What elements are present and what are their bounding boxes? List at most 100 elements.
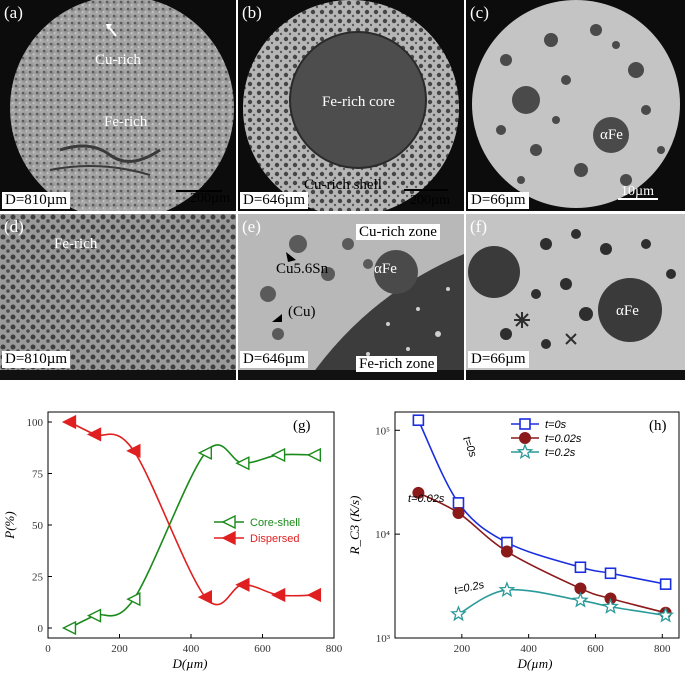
- data-point: [412, 486, 425, 499]
- y-tick-label: 0: [38, 623, 44, 635]
- data-point: [271, 447, 286, 463]
- data-point: [235, 577, 250, 592]
- data-point: [452, 497, 465, 509]
- panel-tag: (f): [470, 217, 487, 236]
- label-alpha-fe: αFe: [616, 303, 639, 319]
- y-axis-label: P(%): [2, 511, 17, 539]
- data-point: [498, 581, 516, 598]
- chart-h: (h) 200 400 600 800 10³ 10⁴ 10⁵ t=0s t=0.02s t=0…: [343, 398, 685, 677]
- data-point: [657, 606, 675, 623]
- data-point: [126, 443, 141, 458]
- label-cu-rich-zone: Cu-rich zone: [356, 224, 440, 240]
- panel-tag: (c): [470, 3, 489, 22]
- label-alpha-fe: αFe: [600, 127, 623, 143]
- x-tick-label: 200: [111, 643, 128, 655]
- legend-label: t=0.2s: [545, 447, 576, 459]
- data-point: [500, 545, 513, 558]
- series-line-2: [458, 588, 666, 617]
- scale-bar-label: 200µm: [190, 191, 230, 206]
- legend-marker: [516, 443, 534, 460]
- data-point: [126, 592, 141, 607]
- x-axis-label: D(µm): [517, 656, 553, 671]
- plot-frame: [394, 411, 680, 639]
- x-tick-label: 600: [254, 643, 271, 655]
- micrograph-b: [238, 0, 464, 211]
- scale-bar-label: 10µm: [621, 184, 654, 199]
- x-tick-label: 600: [587, 643, 604, 655]
- legend-label: t=0s: [545, 419, 567, 431]
- label-fe-rich: Fe-rich: [54, 236, 98, 252]
- diameter-label: D=810µm: [2, 351, 71, 368]
- x-tick-label: 200: [454, 643, 471, 655]
- label-cu-rich-shell: Cu-rich shell: [304, 177, 382, 193]
- panel-tag: (e): [242, 217, 261, 236]
- diameter-label: D=66µm: [468, 351, 529, 368]
- label-fe-rich-core: Fe-rich core: [322, 94, 395, 110]
- legend-marker: [519, 432, 531, 444]
- y-tick-label: 10⁵: [375, 425, 390, 437]
- y-tick-label: 10³: [376, 633, 391, 645]
- data-point: [306, 447, 322, 463]
- panel-tag: (g): [293, 418, 311, 434]
- panel-tag: (h): [649, 418, 667, 434]
- data-point: [197, 445, 212, 461]
- panel-tag: (a): [4, 3, 23, 22]
- legend-marker: [221, 530, 236, 546]
- data-point: [572, 591, 589, 608]
- curve-label: t=0.2s: [453, 579, 486, 597]
- y-tick-label: 100: [27, 417, 44, 429]
- data-point: [235, 456, 250, 471]
- data-point: [412, 414, 425, 427]
- scale-bar-label: 200µm: [410, 193, 450, 208]
- chart-g-svg: (g) 0 200 400 600 800 0 25 50 75 100 Core-shell Di…: [2, 411, 343, 671]
- x-tick-label: 800: [326, 643, 342, 655]
- panel-b: (b) Fe-rich core Cu-rich shell 200µm D=6…: [238, 0, 464, 211]
- legend-label: Core-shell: [250, 517, 300, 529]
- panel-tag: (b): [242, 3, 262, 22]
- label-alpha-fe: αFe: [374, 261, 397, 277]
- y-tick-label: 25: [32, 572, 44, 584]
- y-tick-label: 75: [32, 469, 44, 481]
- data-point: [452, 506, 465, 519]
- data-point: [450, 605, 467, 622]
- label-cu-rich: Cu-rich: [95, 52, 141, 68]
- panel-d: (d) Fe-rich D=810µm: [0, 214, 236, 380]
- y-tick-label: 50: [32, 520, 44, 532]
- legend-label: t=0.02s: [545, 433, 582, 445]
- panel-a: (a) Cu-rich Fe-rich 200µm D=810µm: [0, 0, 236, 211]
- y-tick-label: 10⁴: [375, 529, 390, 541]
- x-tick-label: 800: [654, 643, 671, 655]
- data-point: [197, 589, 212, 605]
- label-fe-rich: Fe-rich: [104, 114, 148, 130]
- diameter-label: D=810µm: [2, 192, 71, 209]
- data-point: [271, 587, 286, 603]
- data-point: [61, 414, 77, 430]
- data-point: [602, 597, 619, 614]
- panel-tag: (d): [4, 217, 24, 236]
- legend-marker: [519, 418, 531, 430]
- curve-label: t=0.02s: [408, 493, 445, 505]
- panel-f: (f) αFe D=66µm: [466, 214, 685, 380]
- data-point: [604, 567, 617, 580]
- chart-g: (g) 0 200 400 600 800 0 25 50 75 100 Core-shell Di…: [0, 398, 343, 677]
- diameter-label: D=646µm: [240, 351, 309, 368]
- data-point: [86, 427, 102, 442]
- micrograph-c: [466, 0, 685, 211]
- x-tick-label: 400: [520, 643, 537, 655]
- curve-label: t=0s: [460, 435, 479, 459]
- data-point: [306, 587, 322, 603]
- legend-label: Dispersed: [250, 533, 300, 545]
- scale-bar: 200µm: [190, 191, 230, 207]
- x-axis-label: D(µm): [172, 656, 208, 671]
- data-point: [574, 561, 587, 574]
- panel-e: (e) Cu-rich zone Cu5.6Sn αFe (Cu) Fe-ric…: [238, 214, 464, 380]
- data-point: [86, 608, 102, 623]
- series-line-dispersed: [69, 421, 315, 606]
- data-point: [61, 620, 77, 636]
- diameter-label: D=646µm: [240, 192, 309, 209]
- label-cu-phase: (Cu): [288, 304, 316, 320]
- y-axis-label: R_C3 (K/s): [347, 496, 362, 556]
- label-fe-rich-zone: Fe-rich zone: [356, 356, 438, 372]
- panel-c: (c) αFe 10µm D=66µm: [466, 0, 685, 211]
- label-cu56sn: Cu5.6Sn: [276, 261, 329, 277]
